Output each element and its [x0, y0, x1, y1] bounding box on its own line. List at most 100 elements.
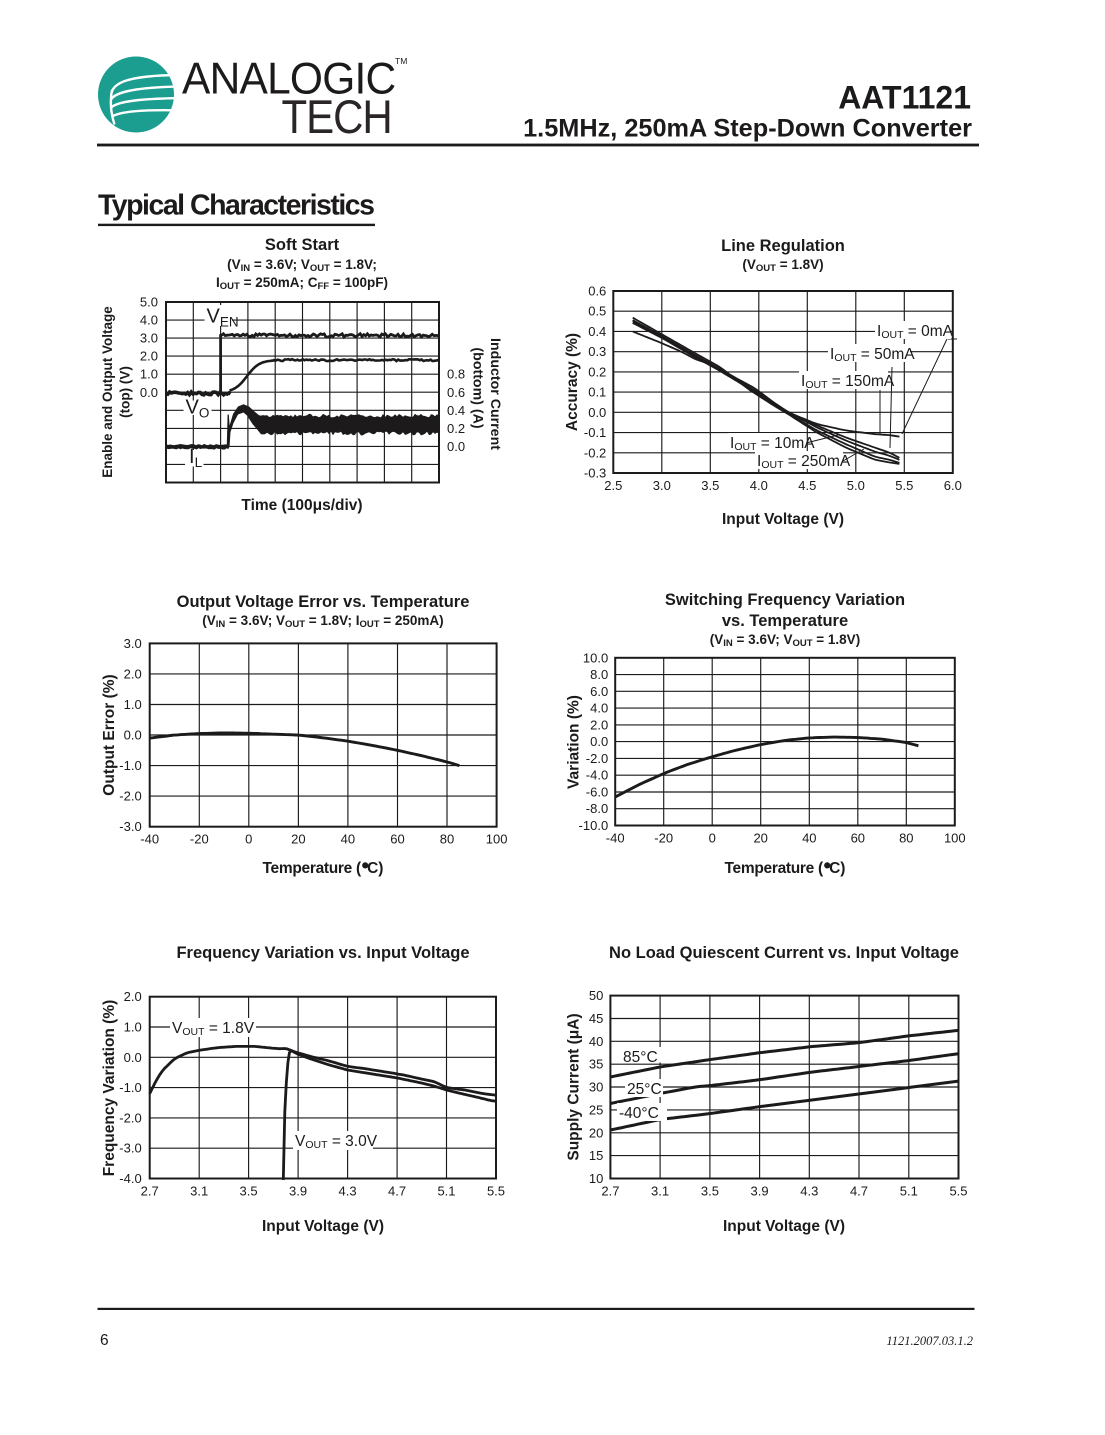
- svg-text:1.0: 1.0: [124, 1020, 142, 1035]
- svg-text:80: 80: [440, 832, 454, 847]
- svg-text:5.1: 5.1: [437, 1184, 455, 1199]
- svg-text:100: 100: [486, 832, 508, 847]
- svg-text:Temperature (●C): Temperature (●C): [263, 858, 384, 877]
- svg-text:35: 35: [589, 1057, 603, 1072]
- svg-text:Input Voltage (V): Input Voltage (V): [723, 1218, 845, 1235]
- svg-text:Soft Start: Soft Start: [265, 236, 340, 254]
- svg-text:-0.1: -0.1: [584, 425, 606, 440]
- svg-text:AAT1121: AAT1121: [838, 80, 971, 116]
- svg-text:5.0: 5.0: [140, 295, 158, 310]
- svg-text:Typical Characteristics: Typical Characteristics: [98, 190, 374, 222]
- svg-text:4.3: 4.3: [800, 1184, 818, 1199]
- svg-text:3.0: 3.0: [124, 636, 142, 651]
- svg-text:15: 15: [589, 1148, 603, 1163]
- svg-text:4.5: 4.5: [798, 478, 816, 493]
- svg-text:100: 100: [944, 831, 966, 846]
- svg-text:1.0: 1.0: [140, 367, 158, 382]
- svg-text:5.1: 5.1: [900, 1184, 918, 1199]
- svg-text:(VIN = 3.6V; VOUT = 1.8V;: (VIN = 3.6V; VOUT = 1.8V;: [227, 257, 377, 274]
- svg-text:ANALOGIC: ANALOGIC: [182, 55, 395, 104]
- svg-text:TECH: TECH: [282, 89, 392, 143]
- svg-text:40: 40: [802, 831, 816, 846]
- svg-text:0.0: 0.0: [124, 728, 142, 743]
- svg-text:Output Voltage Error vs. Tempe: Output Voltage Error vs. Temperature: [177, 593, 470, 611]
- svg-text:Inductor Current: Inductor Current: [487, 338, 503, 450]
- svg-text:4.7: 4.7: [388, 1184, 406, 1199]
- svg-text:1121.2007.03.1.2: 1121.2007.03.1.2: [886, 1334, 973, 1348]
- svg-text:Supply Current (μA): Supply Current (μA): [566, 1013, 583, 1160]
- svg-text:No Load Quiescent Current vs.: No Load Quiescent Current vs. Input Volt…: [609, 944, 959, 962]
- svg-text:5.5: 5.5: [895, 478, 913, 493]
- svg-text:4.7: 4.7: [850, 1184, 868, 1199]
- svg-text:25: 25: [589, 1102, 603, 1117]
- svg-text:-40: -40: [140, 832, 159, 847]
- svg-text:0.2: 0.2: [588, 364, 606, 379]
- svg-text:2.7: 2.7: [141, 1184, 159, 1199]
- svg-text:50: 50: [589, 988, 603, 1003]
- svg-text:3.5: 3.5: [240, 1184, 258, 1199]
- svg-text:20: 20: [753, 831, 767, 846]
- svg-text:10: 10: [589, 1171, 603, 1186]
- svg-text:40: 40: [589, 1034, 603, 1049]
- svg-text:-40: -40: [606, 831, 625, 846]
- svg-text:-1.0: -1.0: [119, 1080, 141, 1095]
- svg-text:5.5: 5.5: [487, 1184, 505, 1199]
- svg-text:20: 20: [291, 832, 305, 847]
- svg-text:Input Voltage (V): Input Voltage (V): [722, 511, 844, 528]
- svg-text:Input Voltage (V): Input Voltage (V): [262, 1218, 384, 1235]
- svg-text:10.0: 10.0: [583, 650, 608, 665]
- svg-text:-3.0: -3.0: [119, 1141, 141, 1156]
- svg-text:3.0: 3.0: [140, 331, 158, 346]
- svg-text:-4.0: -4.0: [586, 768, 608, 783]
- svg-text:0.6: 0.6: [447, 385, 465, 400]
- svg-text:1.5MHz, 250mA Step-Down Conver: 1.5MHz, 250mA Step-Down Converter: [523, 115, 972, 143]
- svg-text:2.0: 2.0: [140, 349, 158, 364]
- svg-text:Enable and Output Voltage: Enable and Output Voltage: [100, 306, 115, 478]
- svg-text:0: 0: [245, 832, 252, 847]
- svg-text:3.9: 3.9: [751, 1184, 769, 1199]
- svg-text:5.5: 5.5: [949, 1184, 967, 1199]
- svg-text:0.6: 0.6: [588, 284, 606, 299]
- svg-text:-40°C: -40°C: [619, 1105, 659, 1122]
- svg-text:3.5: 3.5: [701, 1184, 719, 1199]
- svg-text:6: 6: [100, 1332, 109, 1349]
- svg-text:0.8: 0.8: [447, 367, 465, 382]
- svg-text:-20: -20: [654, 831, 673, 846]
- svg-text:0.1: 0.1: [588, 385, 606, 400]
- svg-text:0.4: 0.4: [447, 403, 465, 418]
- svg-text:Line Regulation: Line Regulation: [721, 237, 845, 255]
- svg-text:-6.0: -6.0: [586, 785, 608, 800]
- svg-text:3.1: 3.1: [190, 1184, 208, 1199]
- svg-text:0.0: 0.0: [590, 734, 608, 749]
- svg-text:TM: TM: [395, 56, 407, 66]
- svg-text:6.0: 6.0: [590, 684, 608, 699]
- svg-text:4.3: 4.3: [339, 1184, 357, 1199]
- svg-text:2.7: 2.7: [601, 1184, 619, 1199]
- svg-text:3.0: 3.0: [653, 478, 671, 493]
- svg-text:Output Error (%): Output Error (%): [101, 674, 118, 795]
- svg-text:-2.0: -2.0: [586, 751, 608, 766]
- svg-text:2.0: 2.0: [590, 717, 608, 732]
- svg-text:0.0: 0.0: [588, 405, 606, 420]
- svg-text:40: 40: [341, 832, 355, 847]
- svg-text:-3.0: -3.0: [119, 819, 141, 834]
- svg-text:0.3: 0.3: [588, 344, 606, 359]
- svg-text:4.0: 4.0: [590, 701, 608, 716]
- svg-text:Time (100μs/div): Time (100μs/div): [241, 497, 362, 514]
- svg-text:Variation (%): Variation (%): [566, 695, 583, 789]
- svg-text:3.9: 3.9: [289, 1184, 307, 1199]
- svg-text:4.0: 4.0: [750, 478, 768, 493]
- svg-text:4.0: 4.0: [140, 313, 158, 328]
- svg-text:-0.3: -0.3: [584, 466, 606, 481]
- svg-text:-0.2: -0.2: [584, 445, 606, 460]
- svg-text:0.0: 0.0: [124, 1050, 142, 1065]
- svg-text:(top) (V): (top) (V): [118, 366, 133, 418]
- svg-text:-1.0: -1.0: [119, 758, 141, 773]
- svg-text:60: 60: [851, 831, 865, 846]
- svg-text:80: 80: [899, 831, 913, 846]
- svg-text:Frequency Variation vs. Input: Frequency Variation vs. Input Voltage: [176, 944, 469, 962]
- svg-text:30: 30: [589, 1080, 603, 1095]
- svg-text:vs. Temperature: vs. Temperature: [722, 612, 848, 630]
- svg-text:0.4: 0.4: [588, 324, 606, 339]
- svg-text:(VOUT = 1.8V): (VOUT = 1.8V): [742, 257, 823, 274]
